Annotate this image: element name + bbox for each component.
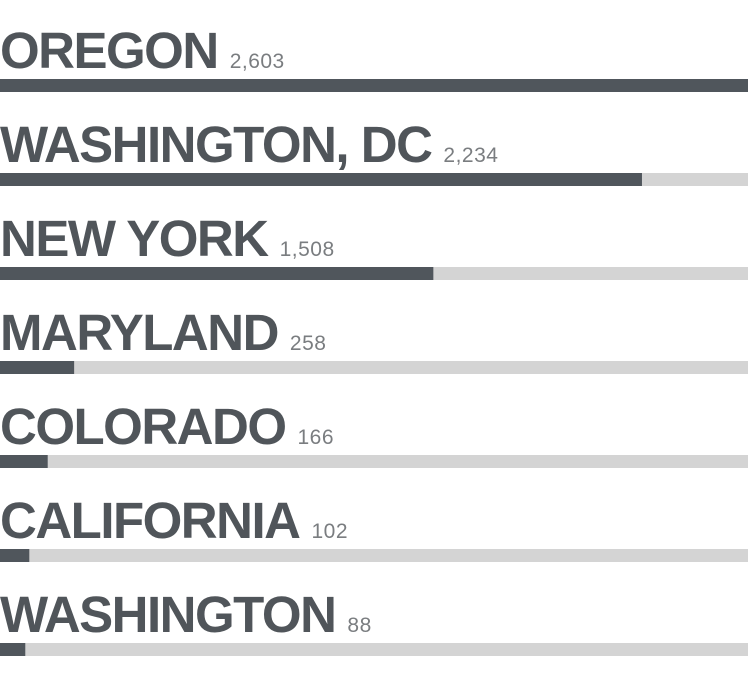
- value-label: 102: [311, 520, 348, 543]
- category-label: COLORADO: [0, 398, 285, 455]
- category-label: MARYLAND: [0, 304, 278, 361]
- category-label: WASHINGTON: [0, 586, 335, 643]
- bar-track: [0, 455, 748, 468]
- bar: [0, 361, 75, 374]
- bar-track: [0, 361, 748, 374]
- bar-track: [0, 643, 748, 656]
- category-label: WASHINGTON, DC: [0, 116, 432, 173]
- bar: [0, 455, 48, 468]
- value-label: 2,603: [230, 50, 285, 73]
- value-label: 1,508: [280, 238, 335, 261]
- bar: [0, 79, 748, 92]
- bar: [0, 643, 26, 656]
- value-label: 2,234: [443, 144, 498, 167]
- bar: [0, 267, 434, 280]
- bar: [0, 549, 30, 562]
- bar-track: [0, 549, 748, 562]
- value-label: 258: [290, 332, 327, 355]
- category-label: OREGON: [0, 22, 218, 79]
- value-label: 88: [347, 614, 371, 637]
- bar: [0, 173, 642, 186]
- category-label: CALIFORNIA: [0, 492, 300, 549]
- value-label: 166: [297, 426, 334, 449]
- category-label: NEW YORK: [0, 210, 269, 267]
